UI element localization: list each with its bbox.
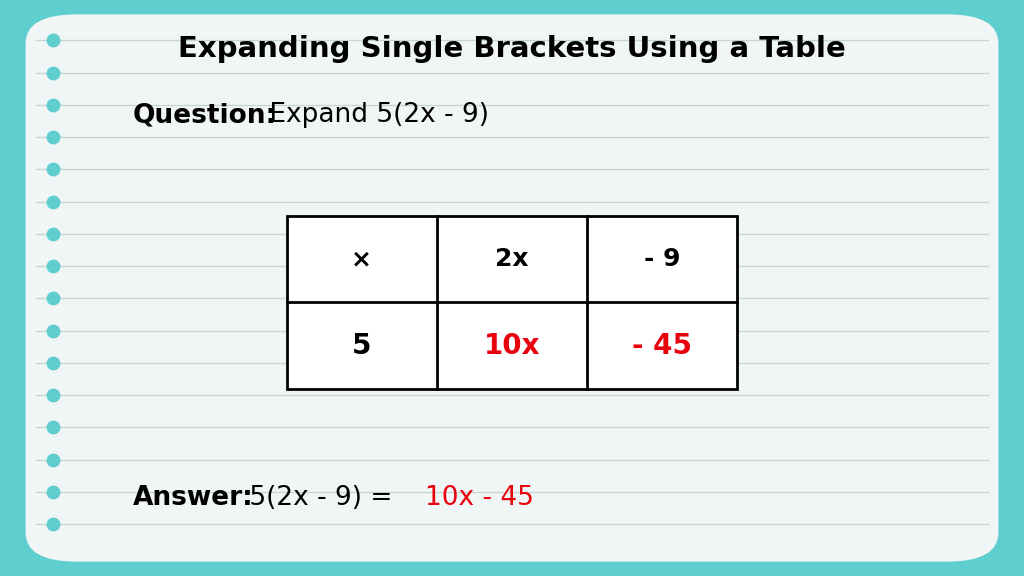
Text: - 45: - 45 (632, 332, 692, 359)
Text: 2x: 2x (496, 247, 528, 271)
Text: ×: × (351, 247, 373, 271)
Text: Answer:: Answer: (133, 485, 254, 511)
Bar (287, 216, 737, 389)
Text: Expand 5(2x - 9): Expand 5(2x - 9) (261, 102, 489, 128)
FancyBboxPatch shape (26, 14, 998, 562)
Text: Expanding Single Brackets Using a Table: Expanding Single Brackets Using a Table (178, 35, 846, 63)
Text: 10x: 10x (483, 332, 541, 359)
Text: - 9: - 9 (644, 247, 680, 271)
Text: Question:: Question: (133, 102, 278, 128)
Text: 10x - 45: 10x - 45 (425, 485, 534, 511)
Text: 5: 5 (352, 332, 372, 359)
Text: 5(2x - 9) =: 5(2x - 9) = (241, 485, 400, 511)
